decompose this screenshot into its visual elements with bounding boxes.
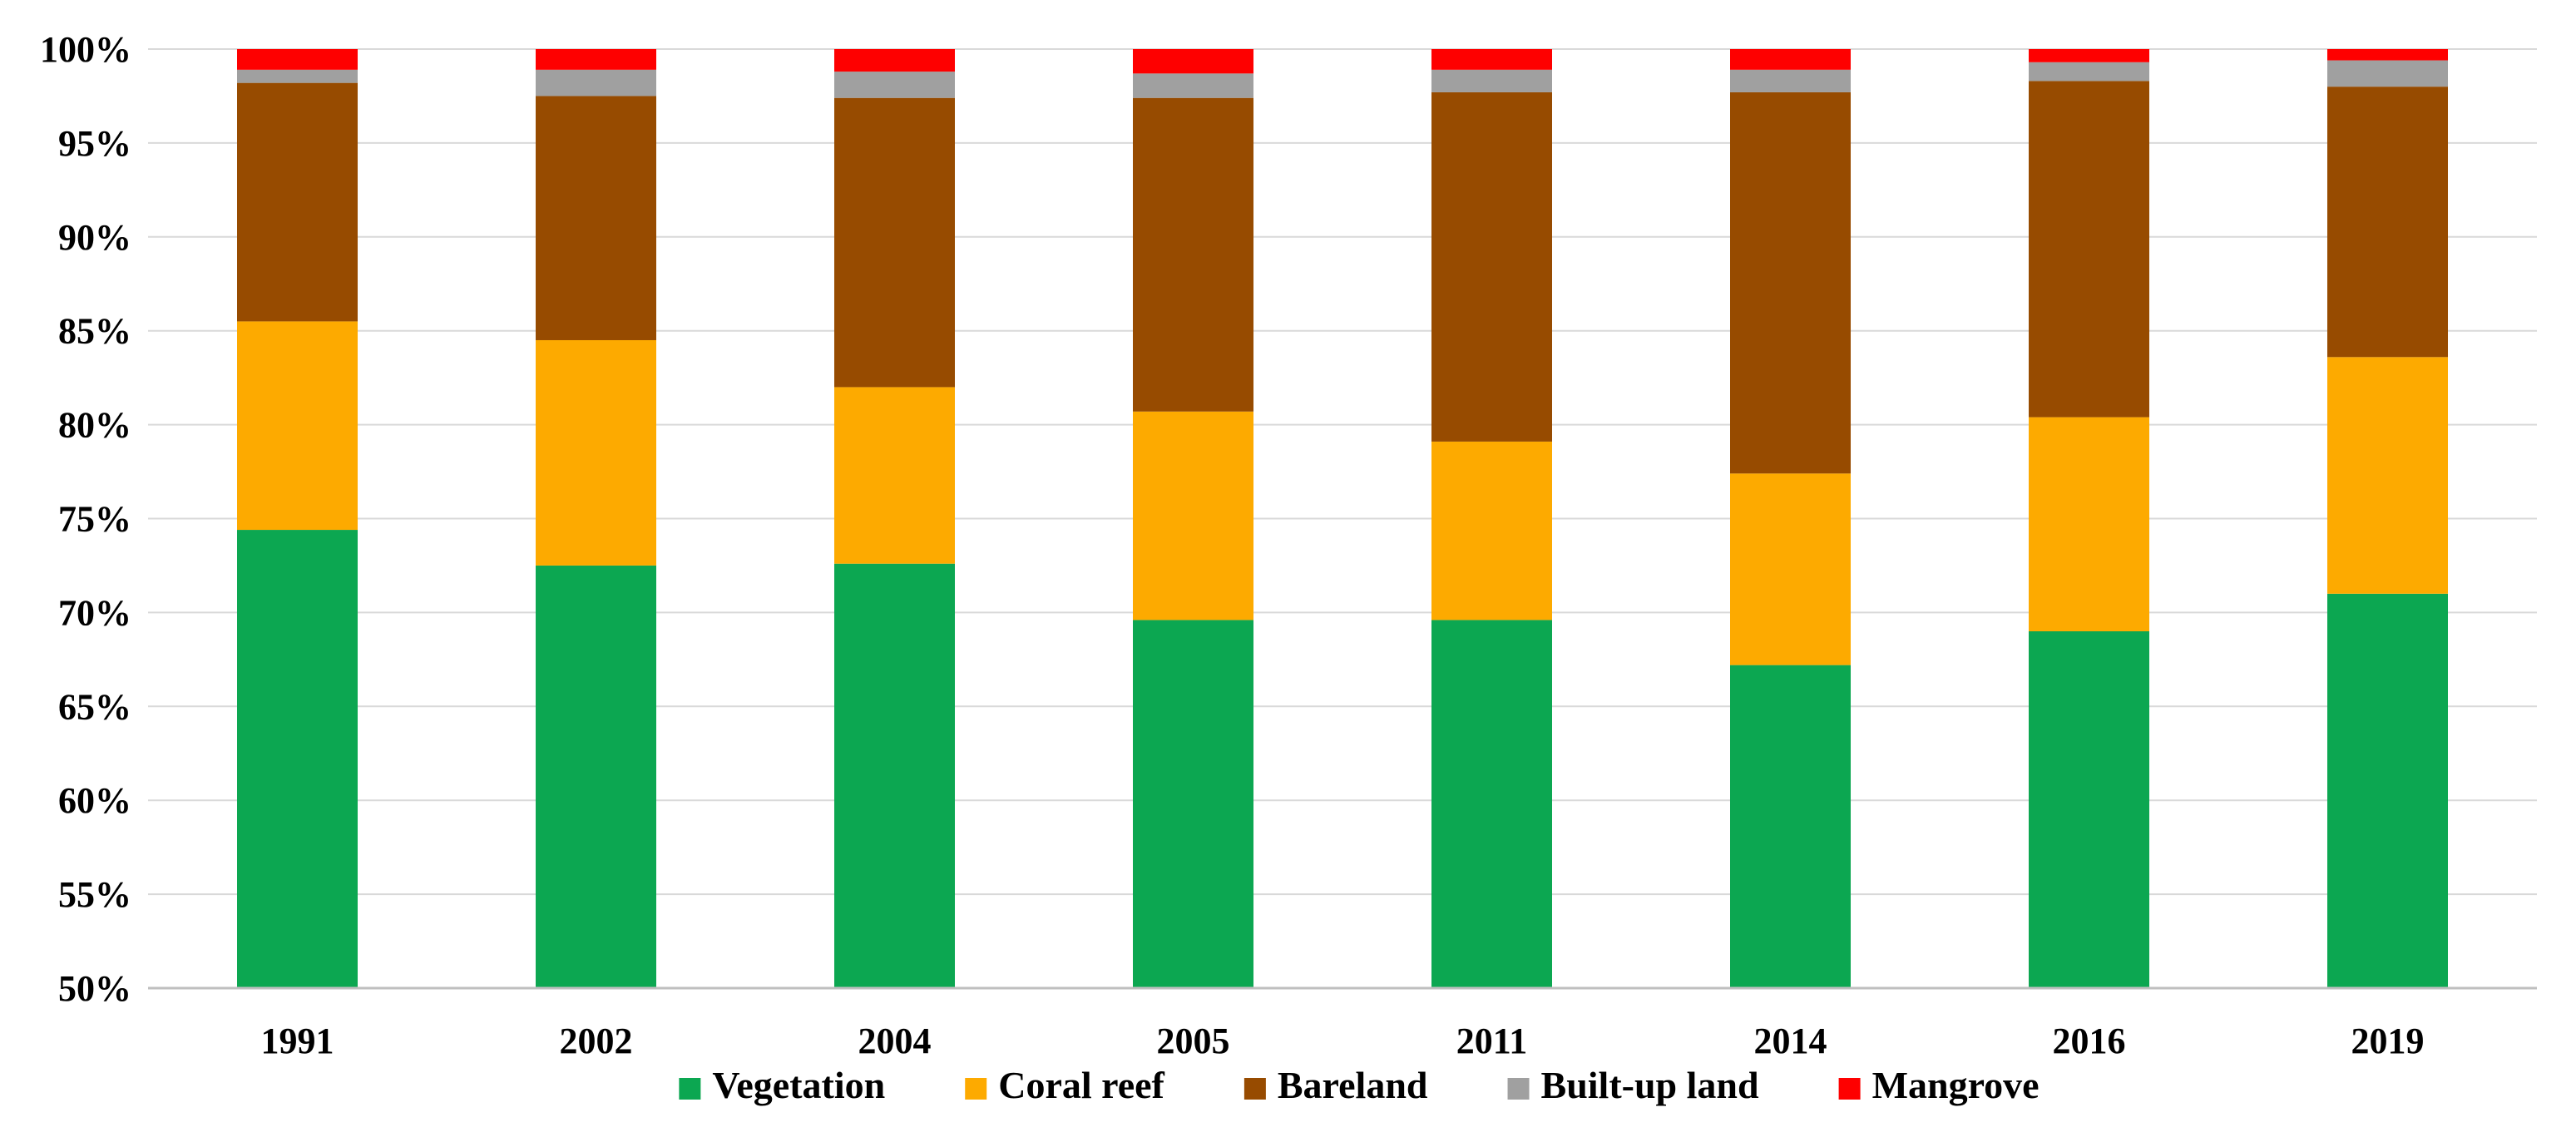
bar-built-up-land-2002 xyxy=(536,69,656,96)
bar-vegetation-2005 xyxy=(1133,620,1253,988)
y-tick-label: 55% xyxy=(58,874,131,915)
y-tick-label: 80% xyxy=(58,405,131,446)
legend-label: Mangrove xyxy=(1872,1064,2040,1106)
bar-built-up-land-2014 xyxy=(1730,69,1851,92)
bar-coral-reef-2014 xyxy=(1730,473,1851,665)
legend-item-mangrove: Mangrove xyxy=(1838,1064,2040,1106)
bar-bareland-2004 xyxy=(834,97,955,388)
x-tick-label: 2004 xyxy=(858,1021,932,1061)
y-tick-label: 90% xyxy=(58,217,131,258)
bar-vegetation-1991 xyxy=(237,530,358,988)
bar-vegetation-2016 xyxy=(2029,630,2149,988)
legend-swatch xyxy=(1838,1078,1861,1100)
bar-built-up-land-2005 xyxy=(1133,73,1253,98)
legend-label: Built-up land xyxy=(1541,1064,1759,1106)
legend-swatch xyxy=(679,1078,701,1100)
bar-built-up-land-2004 xyxy=(834,72,955,98)
bar-mangrove-2011 xyxy=(1431,49,1552,70)
x-tick-label: 2011 xyxy=(1456,1021,1528,1061)
bar-vegetation-2004 xyxy=(834,563,955,988)
y-tick-label: 85% xyxy=(58,311,131,352)
bar-mangrove-2005 xyxy=(1133,49,1253,74)
legend-swatch xyxy=(965,1078,987,1100)
gridlines xyxy=(148,48,2537,896)
bar-bareland-2014 xyxy=(1730,91,1851,474)
legend-item-built-up-land: Built-up land xyxy=(1507,1064,1759,1106)
bar-coral-reef-2019 xyxy=(2327,357,2448,594)
x-tick-label: 2005 xyxy=(1157,1021,1230,1061)
bar-coral-reef-2004 xyxy=(834,387,955,564)
y-tick-label: 70% xyxy=(58,592,131,633)
legend-label: Vegetation xyxy=(712,1064,885,1106)
y-tick-label: 50% xyxy=(58,968,131,1009)
legend-swatch xyxy=(1244,1078,1266,1100)
bar-bareland-2016 xyxy=(2029,81,2149,418)
legend-label: Bareland xyxy=(1278,1064,1428,1106)
bar-built-up-land-2019 xyxy=(2327,60,2448,87)
y-tick-label: 95% xyxy=(58,123,131,164)
bar-mangrove-1991 xyxy=(237,49,358,70)
legend-item-bareland: Bareland xyxy=(1244,1064,1428,1106)
legend-item-coral-reef: Coral reef xyxy=(965,1064,1165,1106)
x-tick-label: 2014 xyxy=(1754,1021,1827,1061)
legend: Vegetation Coral reef Bareland Built-up lan… xyxy=(679,1064,2040,1106)
bar-built-up-land-1991 xyxy=(237,69,358,83)
y-tick-label: 60% xyxy=(58,780,131,821)
bar-coral-reef-1991 xyxy=(237,321,358,531)
bar-mangrove-2019 xyxy=(2327,49,2448,61)
y-tick-label: 100% xyxy=(40,29,131,70)
bar-bareland-2019 xyxy=(2327,87,2448,358)
x-tick-label: 2019 xyxy=(2351,1021,2425,1061)
bar-vegetation-2002 xyxy=(536,565,656,988)
bar-bareland-1991 xyxy=(237,82,358,322)
legend-item-vegetation: Vegetation xyxy=(679,1064,885,1106)
bar-mangrove-2014 xyxy=(1730,49,1851,70)
bar-coral-reef-2005 xyxy=(1133,411,1253,620)
bar-vegetation-2011 xyxy=(1431,620,1552,988)
y-tick-label: 75% xyxy=(58,498,131,539)
bar-built-up-land-2016 xyxy=(2029,62,2149,82)
x-tick-label: 2016 xyxy=(2053,1021,2126,1061)
bar-vegetation-2014 xyxy=(1730,665,1851,988)
bar-mangrove-2016 xyxy=(2029,49,2149,62)
bar-vegetation-2019 xyxy=(2327,593,2448,988)
legend-swatch xyxy=(1507,1078,1530,1100)
bar-bareland-2011 xyxy=(1431,91,1552,442)
bar-bareland-2002 xyxy=(536,96,656,340)
bar-bareland-2005 xyxy=(1133,97,1253,412)
bar-mangrove-2002 xyxy=(536,49,656,70)
x-tick-label: 1991 xyxy=(261,1021,334,1061)
bars xyxy=(237,49,2448,988)
bar-coral-reef-2011 xyxy=(1431,441,1552,620)
y-tick-label: 65% xyxy=(58,686,131,727)
bar-coral-reef-2016 xyxy=(2029,417,2149,631)
bar-built-up-land-2011 xyxy=(1431,69,1552,92)
legend-label: Coral reef xyxy=(998,1064,1164,1106)
x-tick-label: 2002 xyxy=(560,1021,633,1061)
bar-mangrove-2004 xyxy=(834,49,955,72)
axes: 50% 55% 60% 65% 70% 75% 80% 85% 90% 95% 100% 1991 20… xyxy=(40,29,2537,1061)
bar-coral-reef-2002 xyxy=(536,339,656,566)
